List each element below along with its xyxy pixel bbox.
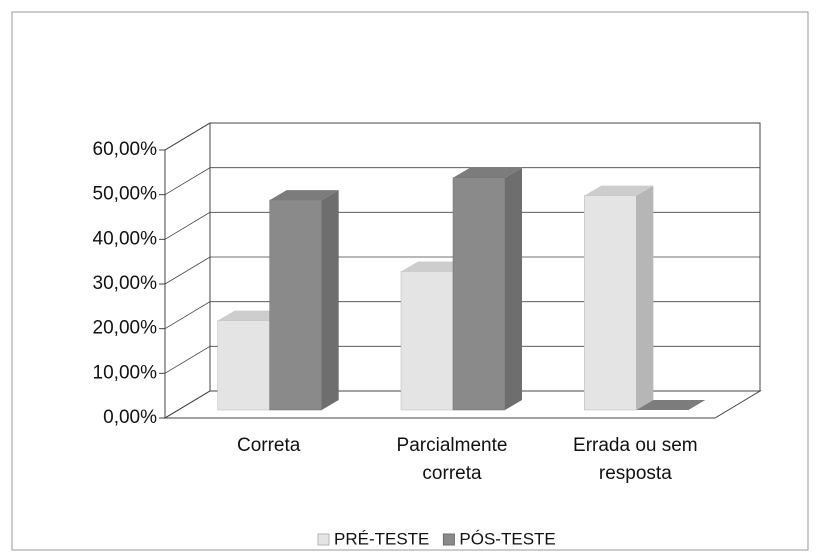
bar-side <box>321 190 339 410</box>
y-tick-label: 20,00% <box>93 318 158 339</box>
bar <box>584 185 654 411</box>
grid-line <box>164 122 760 151</box>
x-tick-label: correta <box>422 463 482 484</box>
bar-top <box>636 400 706 410</box>
grid-line <box>164 167 760 196</box>
y-tick-label: 40,00% <box>93 228 158 249</box>
bar <box>452 167 522 411</box>
bar <box>636 400 706 410</box>
bar <box>269 190 339 411</box>
legend-swatch <box>442 533 455 546</box>
bar-front <box>400 271 454 411</box>
y-tick-label: 30,00% <box>93 273 158 294</box>
grid-line <box>164 301 760 330</box>
bar-front <box>452 177 506 411</box>
grid-line <box>164 256 760 285</box>
legend-label: PÓS-TESTE <box>459 529 555 548</box>
grid-line <box>164 345 760 374</box>
x-tick-label: resposta <box>599 463 672 484</box>
y-tick-label: 50,00% <box>93 184 158 205</box>
bar-top <box>269 190 339 201</box>
legend-label: PRÉ-TESTE <box>334 529 429 548</box>
bar-top <box>584 185 654 196</box>
x-tick-label: Errada ou sem <box>573 435 698 456</box>
x-tick-label: Parcialmente <box>397 435 508 456</box>
bar-front <box>217 320 270 411</box>
grid-line <box>164 211 760 240</box>
legend-swatch <box>317 533 330 546</box>
x-tick-label: Correta <box>237 435 301 456</box>
y-tick-label: 10,00% <box>93 362 158 383</box>
bar-side <box>636 185 654 410</box>
y-tick-label: 60,00% <box>93 139 158 160</box>
bar-front <box>584 195 637 411</box>
bar-top <box>453 167 522 178</box>
grid-line <box>164 390 760 419</box>
y-tick-label: 0,00% <box>103 407 157 428</box>
bar-side <box>505 167 522 410</box>
bar-front <box>269 199 322 411</box>
